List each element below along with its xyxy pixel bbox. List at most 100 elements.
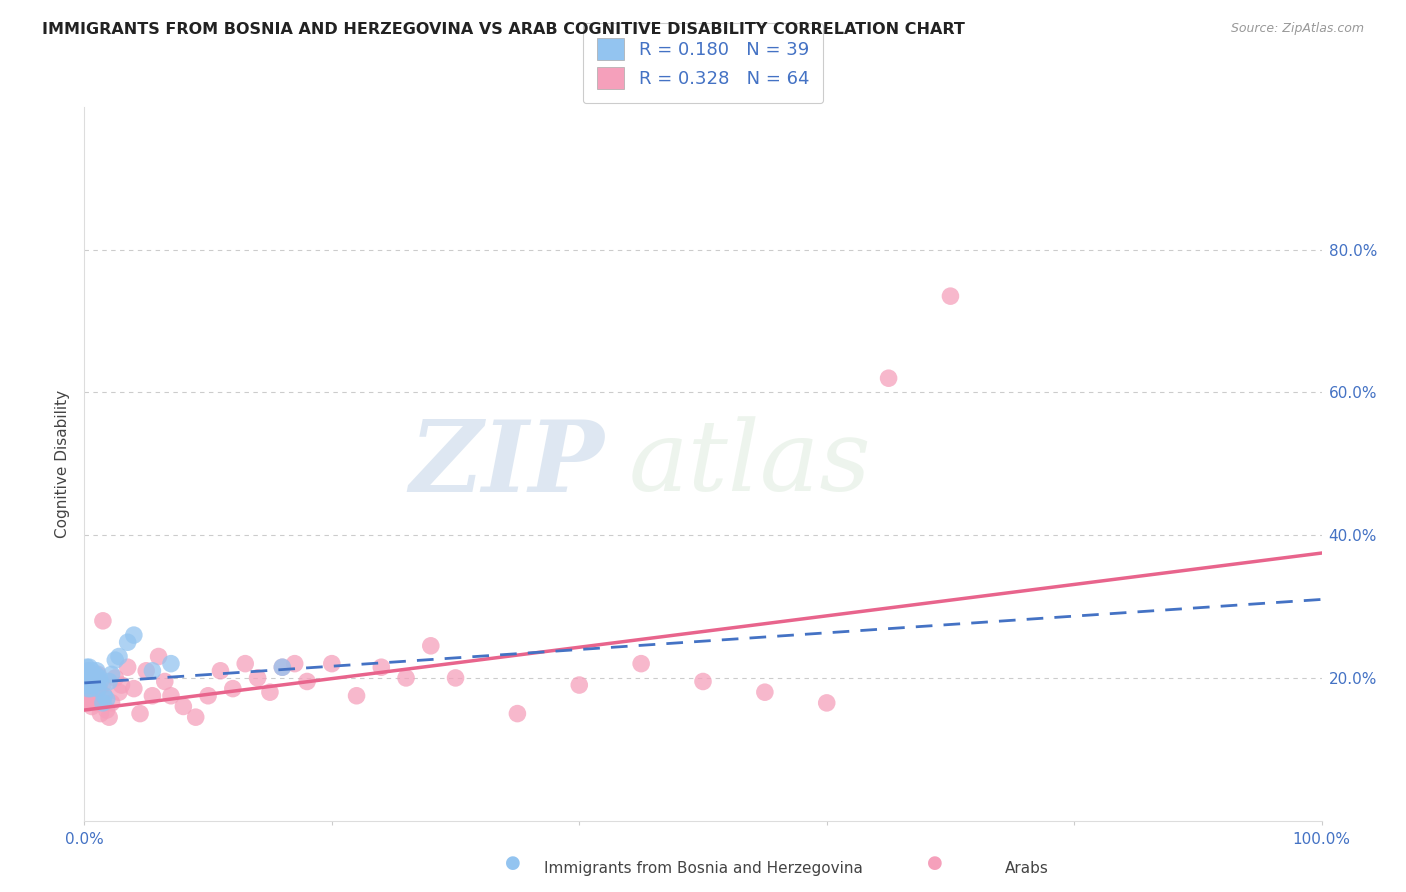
- Point: [77, 681, 100, 696]
- Point: [75, 678, 97, 692]
- Point: [79, 660, 101, 674]
- Point: [197, 689, 219, 703]
- Point: [80, 699, 103, 714]
- Point: [77, 671, 100, 685]
- Text: Arabs: Arabs: [1004, 861, 1049, 876]
- Point: [233, 657, 256, 671]
- Point: [419, 639, 441, 653]
- Point: [76, 671, 98, 685]
- Point: [87, 667, 110, 681]
- Point: [80, 664, 103, 678]
- Point: [754, 685, 776, 699]
- Point: [346, 689, 368, 703]
- Text: Immigrants from Bosnia and Herzegovina: Immigrants from Bosnia and Herzegovina: [544, 861, 862, 876]
- Point: [79, 681, 101, 696]
- Point: [86, 696, 108, 710]
- Point: [108, 685, 131, 699]
- Point: [939, 289, 962, 303]
- Point: [184, 710, 207, 724]
- Point: [77, 674, 100, 689]
- Point: [122, 628, 145, 642]
- Point: [79, 681, 101, 696]
- Point: [91, 678, 114, 692]
- Text: Source: ZipAtlas.com: Source: ZipAtlas.com: [1230, 22, 1364, 36]
- Point: [84, 689, 107, 703]
- Point: [80, 674, 103, 689]
- Text: ●: ●: [927, 855, 943, 872]
- Point: [75, 667, 97, 681]
- Point: [84, 667, 107, 681]
- Point: [77, 664, 100, 678]
- Point: [79, 671, 101, 685]
- Point: [222, 681, 245, 696]
- Point: [271, 660, 294, 674]
- Point: [117, 660, 139, 674]
- Point: [444, 671, 467, 685]
- Point: [877, 371, 900, 385]
- Point: [395, 671, 418, 685]
- Point: [75, 674, 97, 689]
- Point: [87, 681, 110, 696]
- Point: [153, 674, 176, 689]
- Point: [815, 696, 838, 710]
- Point: [77, 674, 100, 689]
- Point: [98, 710, 121, 724]
- Point: [108, 649, 131, 664]
- Point: [76, 671, 98, 685]
- Point: [76, 681, 98, 696]
- Point: [506, 706, 529, 721]
- Point: [122, 681, 145, 696]
- Point: [86, 678, 108, 692]
- Point: [91, 696, 114, 710]
- Point: [141, 689, 163, 703]
- Point: [117, 635, 139, 649]
- Point: [104, 653, 127, 667]
- Point: [98, 674, 121, 689]
- Point: [93, 689, 115, 703]
- Point: [160, 657, 183, 671]
- Point: [135, 664, 157, 678]
- Point: [79, 678, 101, 692]
- Point: [77, 664, 100, 678]
- Text: ZIP: ZIP: [409, 416, 605, 512]
- Point: [76, 660, 98, 674]
- Point: [129, 706, 152, 721]
- Point: [104, 671, 127, 685]
- Point: [89, 671, 111, 685]
- Point: [77, 689, 100, 703]
- Point: [89, 706, 111, 721]
- Text: IMMIGRANTS FROM BOSNIA AND HERZEGOVINA VS ARAB COGNITIVE DISABILITY CORRELATION : IMMIGRANTS FROM BOSNIA AND HERZEGOVINA V…: [42, 22, 965, 37]
- Point: [76, 678, 98, 692]
- Point: [370, 660, 392, 674]
- Point: [321, 657, 343, 671]
- Point: [82, 681, 104, 696]
- Point: [83, 674, 105, 689]
- Point: [271, 660, 294, 674]
- Text: atlas: atlas: [628, 417, 872, 511]
- Point: [79, 671, 101, 685]
- Point: [96, 703, 118, 717]
- Point: [80, 674, 103, 689]
- Point: [100, 667, 122, 681]
- Point: [82, 678, 104, 692]
- Point: [96, 692, 118, 706]
- Point: [89, 681, 111, 696]
- Point: [160, 689, 183, 703]
- Point: [246, 671, 269, 685]
- Point: [79, 689, 101, 703]
- Point: [89, 674, 111, 689]
- Point: [295, 674, 318, 689]
- Point: [82, 692, 104, 706]
- Point: [82, 667, 104, 681]
- Point: [83, 671, 105, 685]
- Point: [568, 678, 591, 692]
- Point: [79, 667, 101, 681]
- Point: [100, 696, 122, 710]
- Point: [91, 614, 114, 628]
- Point: [75, 692, 97, 706]
- Point: [79, 696, 101, 710]
- Point: [83, 674, 105, 689]
- Point: [148, 649, 170, 664]
- Point: [259, 685, 281, 699]
- Point: [86, 664, 108, 678]
